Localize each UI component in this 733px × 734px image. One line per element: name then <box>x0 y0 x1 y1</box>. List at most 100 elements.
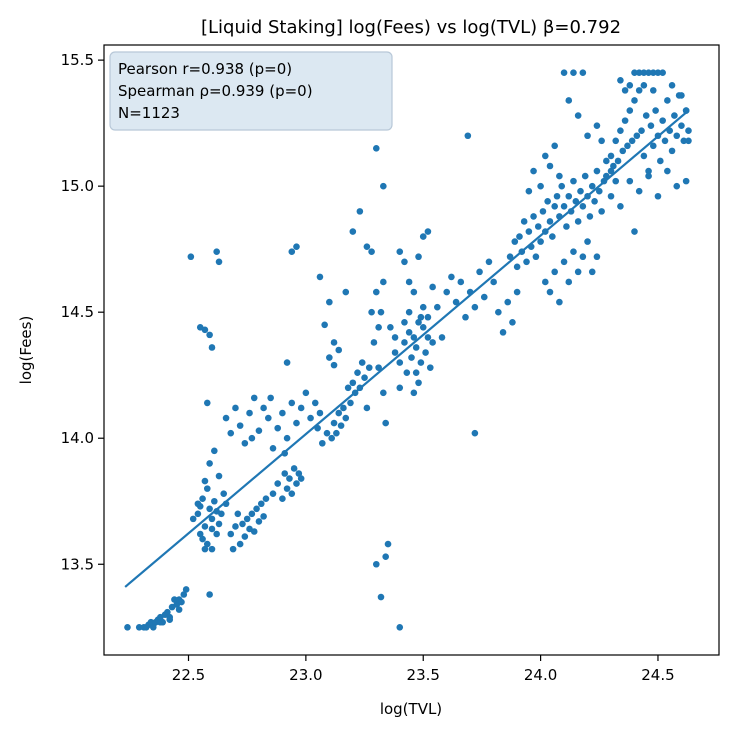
data-point <box>380 389 387 397</box>
data-point <box>288 399 296 407</box>
data-point <box>248 510 256 518</box>
data-point <box>649 142 657 150</box>
data-point <box>365 364 373 371</box>
data-point <box>591 197 598 205</box>
x-tick-label: 23.0 <box>289 666 322 684</box>
data-point <box>288 490 296 497</box>
data-point <box>257 500 265 508</box>
data-point <box>180 591 188 598</box>
data-point <box>506 253 514 261</box>
data-point <box>471 303 479 311</box>
data-point <box>206 591 213 598</box>
data-point <box>239 520 246 528</box>
data-point <box>157 618 164 626</box>
data-point <box>424 313 432 321</box>
data-point <box>654 192 662 200</box>
data-point <box>391 349 399 356</box>
data-point <box>565 278 573 286</box>
data-point <box>213 530 220 538</box>
data-point <box>574 112 582 119</box>
data-point <box>215 258 223 266</box>
data-point <box>635 69 643 77</box>
data-point <box>321 321 328 329</box>
data-point <box>335 346 343 354</box>
data-point <box>617 203 624 210</box>
data-point <box>678 92 685 99</box>
data-point <box>598 208 605 215</box>
data-point <box>579 203 587 210</box>
data-point <box>422 349 429 356</box>
data-point <box>452 298 460 306</box>
data-point <box>532 253 540 261</box>
data-point <box>246 409 253 417</box>
data-point <box>349 379 357 387</box>
data-point <box>201 326 209 334</box>
data-point <box>403 369 411 376</box>
data-point <box>333 429 340 437</box>
data-point <box>391 334 399 341</box>
sample-size-stat: N=1123 <box>118 104 180 122</box>
x-axis: 22.5 23.0 23.5 24.0 24.5 <box>172 655 675 684</box>
data-point <box>534 223 542 230</box>
data-point <box>342 288 350 296</box>
data-point <box>213 248 220 255</box>
data-point <box>563 223 570 230</box>
y-axis: 13.5 14.0 14.5 15.0 15.5 <box>61 51 104 573</box>
data-point <box>626 82 634 89</box>
data-point <box>281 470 289 477</box>
data-point <box>265 414 272 422</box>
data-point <box>124 623 131 631</box>
data-point <box>560 203 568 210</box>
data-point <box>635 87 643 94</box>
data-point <box>598 137 605 145</box>
data-point <box>424 228 432 235</box>
data-point <box>671 112 678 119</box>
data-point <box>361 374 368 382</box>
data-point <box>236 540 244 548</box>
data-point <box>457 278 465 286</box>
data-point <box>354 369 361 376</box>
data-point <box>410 389 418 397</box>
x-axis-label: log(TVL) <box>380 700 442 718</box>
data-point <box>382 419 389 427</box>
data-point <box>513 263 521 271</box>
data-point <box>682 177 690 185</box>
data-point <box>443 288 451 296</box>
data-point <box>410 334 418 341</box>
data-point <box>612 137 620 145</box>
data-point <box>206 331 213 339</box>
data-point <box>208 545 216 553</box>
data-point <box>208 525 216 533</box>
data-point <box>196 530 204 538</box>
data-point <box>638 127 645 135</box>
x-tick-label: 24.5 <box>641 666 674 684</box>
data-point <box>448 273 455 281</box>
data-point <box>504 298 512 306</box>
data-point <box>415 253 422 261</box>
data-point <box>368 308 375 316</box>
data-point <box>243 515 251 523</box>
data-point <box>330 339 338 346</box>
data-point <box>260 513 267 520</box>
data-point <box>556 172 563 180</box>
data-point <box>262 495 270 503</box>
data-point <box>673 182 681 190</box>
data-point <box>645 167 652 175</box>
data-point <box>574 218 582 225</box>
data-point <box>647 122 655 129</box>
data-point <box>668 82 676 89</box>
data-point <box>241 533 249 540</box>
points-layer <box>124 69 692 631</box>
spearman-stat: Spearman ρ=0.939 (p=0) <box>118 82 313 100</box>
data-point <box>203 399 211 407</box>
data-point <box>347 399 354 407</box>
data-point <box>340 404 347 412</box>
data-point <box>405 278 413 286</box>
data-point <box>579 253 587 261</box>
data-point <box>358 359 366 366</box>
data-point <box>253 505 260 513</box>
data-point <box>255 427 263 434</box>
data-point <box>182 586 190 593</box>
data-point <box>405 329 413 336</box>
